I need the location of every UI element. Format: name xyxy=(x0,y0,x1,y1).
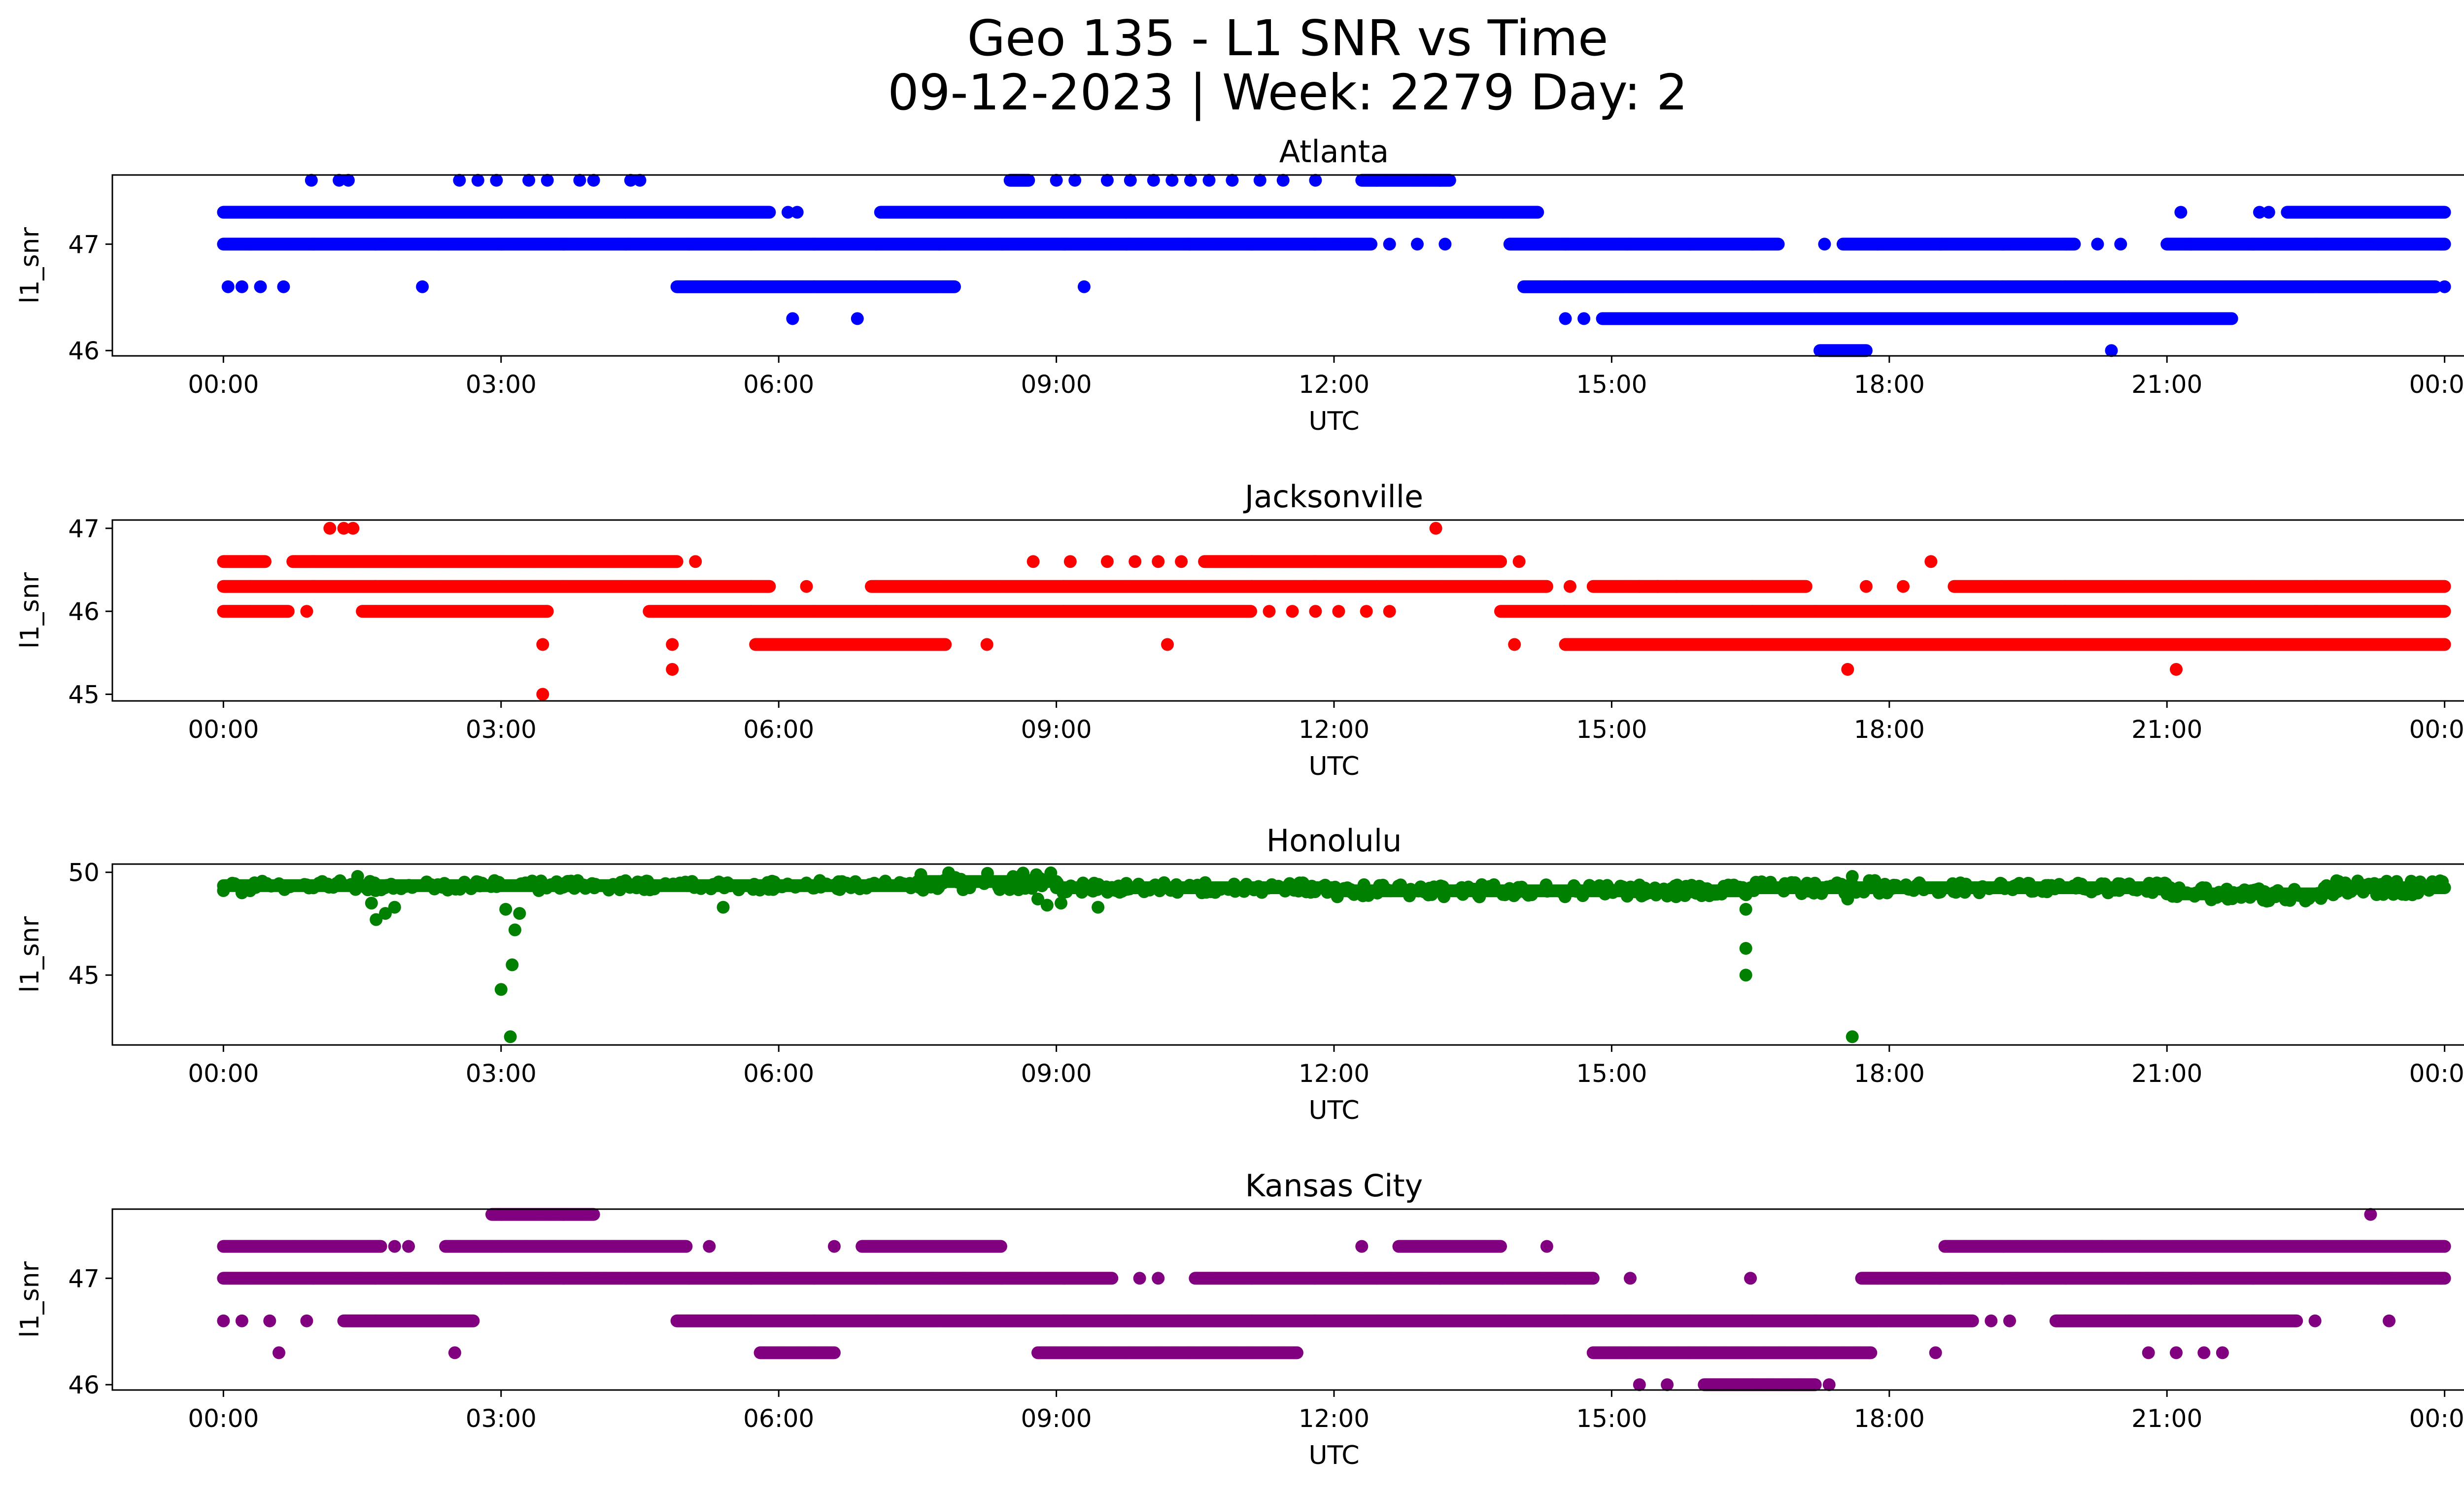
data-point xyxy=(2105,344,2118,357)
data-point xyxy=(1438,238,1452,251)
data-point xyxy=(1818,238,1831,251)
data-point xyxy=(277,280,290,293)
data-point xyxy=(1411,238,1424,251)
figure-title-line2: 09-12-2023 | Week: 2279 Day: 2 xyxy=(0,68,2464,117)
data-point xyxy=(948,280,961,293)
data-point xyxy=(416,280,429,293)
data-point xyxy=(221,280,235,293)
data-point xyxy=(1077,280,1091,293)
data-point xyxy=(2068,238,2081,251)
data-point xyxy=(763,206,776,219)
data-points xyxy=(217,174,2451,357)
data-point xyxy=(786,312,799,325)
data-point xyxy=(2091,238,2104,251)
data-point xyxy=(1577,312,1591,325)
data-point xyxy=(1365,238,1378,251)
data-point xyxy=(2438,280,2451,293)
data-point xyxy=(235,280,248,293)
figure-title-line1: Geo 135 - L1 SNR vs Time xyxy=(0,14,2464,63)
data-point xyxy=(254,280,267,293)
data-point xyxy=(1559,312,1572,325)
data-point xyxy=(2114,238,2127,251)
data-point xyxy=(1772,238,1785,251)
data-point xyxy=(1383,238,1396,251)
data-point xyxy=(2438,238,2451,251)
subplot-title: Atlanta xyxy=(1279,134,1389,170)
data-point xyxy=(1859,344,1873,357)
data-point xyxy=(2225,312,2238,325)
data-point xyxy=(851,312,864,325)
